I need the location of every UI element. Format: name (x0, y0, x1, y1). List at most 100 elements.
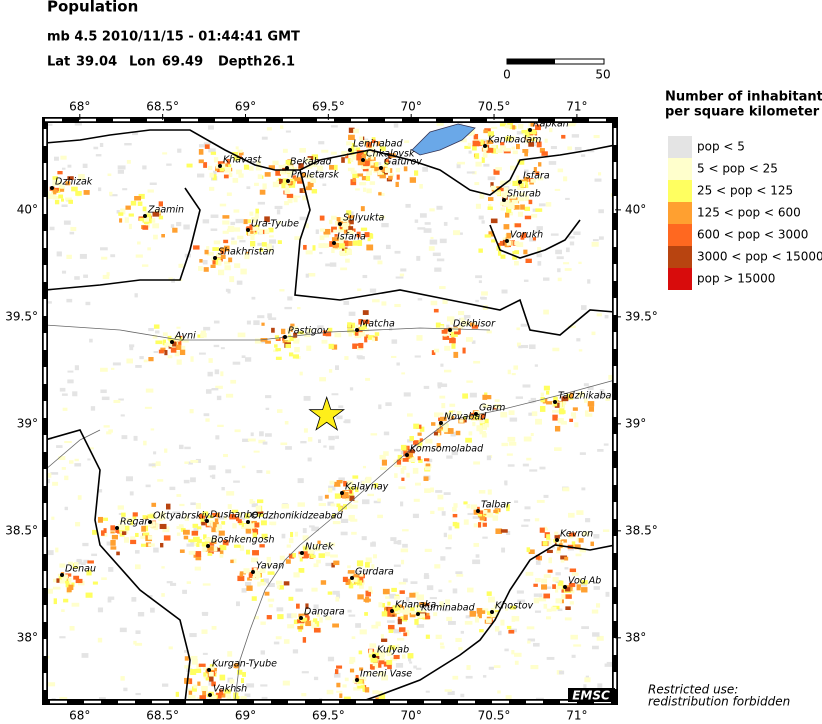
population-cell (329, 480, 335, 485)
population-cell (212, 247, 220, 252)
population-cell (248, 571, 253, 578)
speckle (343, 300, 350, 305)
city-label: Dekhisor (453, 319, 496, 330)
speckle (106, 431, 112, 435)
population-cell (202, 666, 206, 671)
population-cell (209, 664, 215, 669)
population-cell (226, 158, 230, 165)
speckle (135, 550, 140, 554)
population-cell (63, 574, 68, 579)
population-cell (237, 575, 245, 582)
population-cell (142, 206, 147, 212)
city-label: Nurek (305, 542, 334, 553)
population-cell (517, 211, 524, 217)
population-cell (298, 628, 303, 632)
population-cell (272, 160, 279, 165)
population-cell (506, 625, 512, 630)
population-cell (287, 328, 291, 335)
speckle (214, 369, 220, 375)
speckle (129, 491, 134, 496)
population-cell (182, 529, 190, 535)
speckle (227, 289, 231, 294)
speckle (507, 436, 516, 442)
speckle (529, 344, 536, 350)
speckle (446, 316, 455, 322)
speckle (45, 472, 52, 478)
population-cell (496, 191, 501, 195)
speckle (170, 224, 175, 228)
population-cell (358, 318, 363, 325)
population-cell (347, 226, 354, 230)
population-cell (357, 240, 363, 246)
population-cell (534, 578, 541, 583)
population-cell (347, 150, 352, 155)
speckle (591, 241, 599, 247)
population-cell (500, 207, 506, 211)
speckle (198, 144, 207, 148)
speckle (285, 130, 291, 133)
population-cell (543, 385, 550, 391)
population-cell (264, 216, 270, 223)
population-cell (239, 573, 244, 577)
speckle (504, 480, 508, 485)
population-cell (511, 146, 516, 150)
population-cell (65, 583, 70, 588)
population-cell (578, 578, 582, 585)
population-cell (350, 179, 357, 186)
population-cell (313, 627, 321, 633)
population-cell (472, 322, 478, 328)
population-cell (359, 667, 364, 671)
speckle (102, 274, 110, 279)
speckle (353, 687, 361, 691)
speckle (257, 315, 265, 319)
population-cell (253, 571, 260, 577)
population-cell (264, 172, 271, 177)
population-cell (443, 426, 449, 433)
speckle (325, 562, 332, 567)
speckle (385, 596, 390, 599)
speckle (308, 272, 316, 277)
population-cell (116, 551, 120, 556)
depth-label: Depth (218, 55, 262, 70)
population-cell (414, 170, 419, 176)
population-cell (366, 244, 374, 251)
population-cell (486, 512, 494, 518)
population-cell (356, 231, 361, 238)
population-cell (386, 649, 390, 654)
y-tick-label: 39.5° (625, 309, 658, 323)
population-cell (500, 142, 505, 146)
population-cell (285, 343, 291, 349)
population-cell (376, 690, 383, 695)
population-cell (378, 693, 386, 700)
population-cell (234, 263, 241, 268)
speckle (222, 220, 230, 225)
speckle (434, 564, 441, 569)
population-cell (351, 504, 358, 509)
city-label: Gafurov (384, 157, 422, 168)
population-cell (124, 217, 129, 223)
population-cell (532, 237, 537, 241)
speckle (183, 479, 190, 484)
speckle (58, 456, 66, 461)
population-cell (555, 598, 562, 604)
population-cell (162, 332, 168, 337)
population-cell (358, 342, 364, 349)
population-cell (167, 355, 173, 359)
city-dot (555, 538, 559, 542)
speckle (605, 591, 610, 597)
speckle (564, 617, 572, 621)
population-cell (261, 533, 268, 539)
speckle (169, 486, 176, 491)
speckle (322, 183, 327, 187)
population-cell (516, 242, 524, 248)
speckle (276, 209, 281, 215)
population-cell (396, 644, 400, 650)
population-cell (245, 528, 252, 534)
speckle (582, 531, 590, 536)
population-cell (408, 457, 416, 463)
speckle (318, 495, 323, 501)
population-cell (370, 666, 375, 670)
population-cell (488, 231, 494, 237)
speckle (479, 431, 486, 435)
speckle (107, 597, 112, 603)
